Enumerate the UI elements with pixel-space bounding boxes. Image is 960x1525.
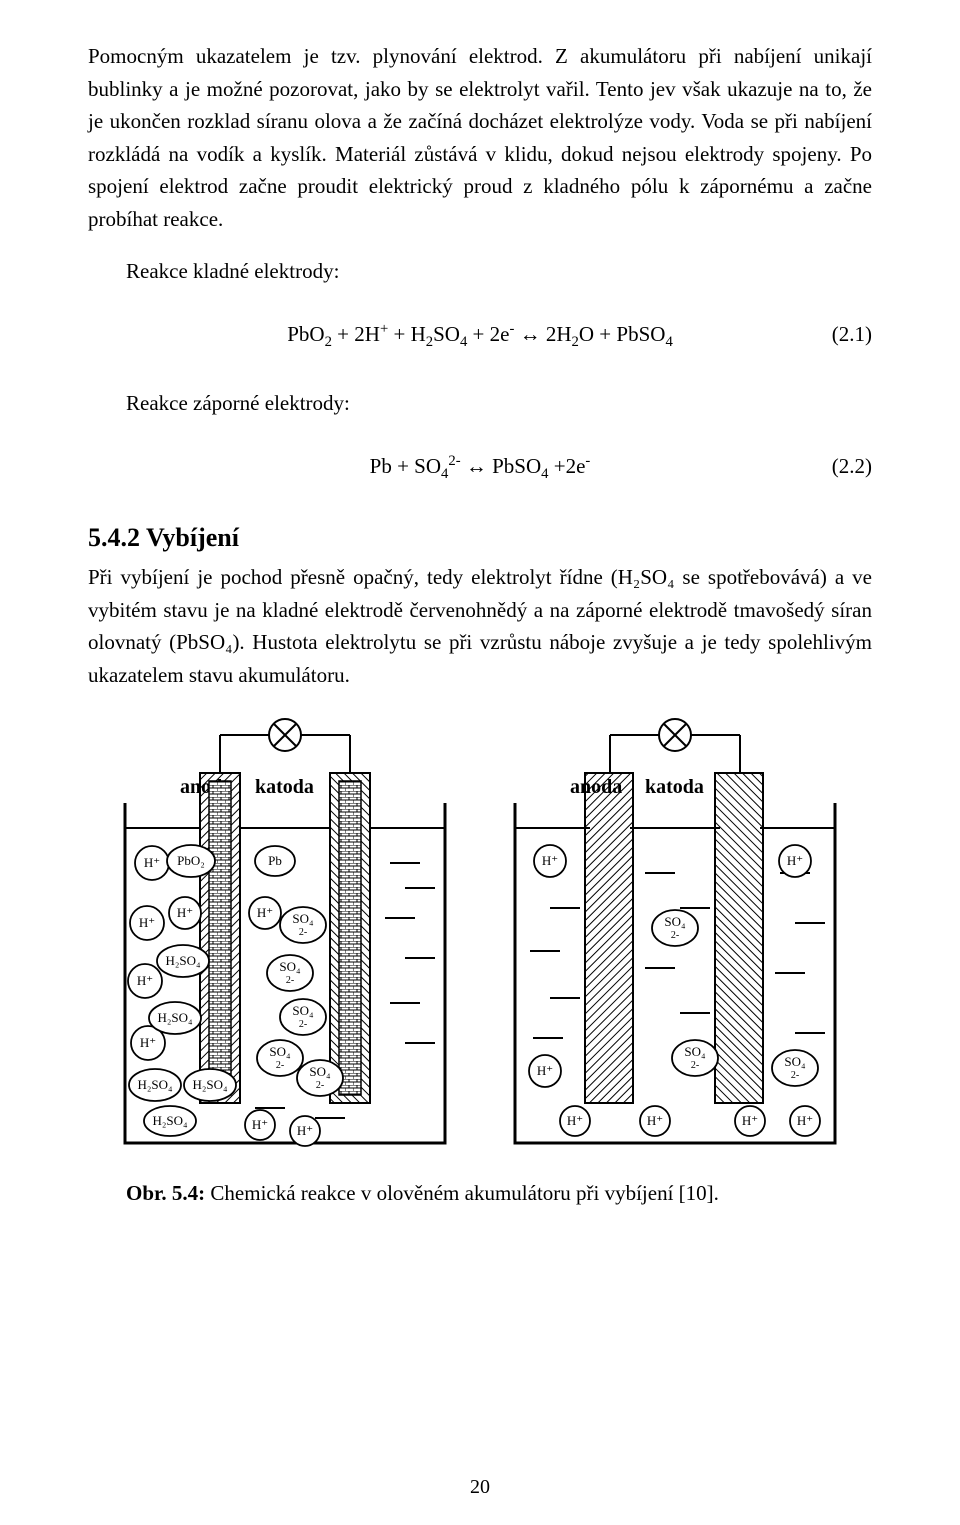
svg-text:Pb: Pb (268, 853, 282, 868)
discharge-paragraph: Při vybíjení je pochod přesně opačný, te… (88, 561, 872, 691)
svg-text:SO₄: SO₄ (684, 1044, 706, 1059)
svg-text:H₂SO₄: H₂SO₄ (192, 1077, 228, 1092)
svg-text:H⁺: H⁺ (140, 1035, 156, 1050)
figure-5-4: anoda katoda H⁺ H⁺ (88, 713, 872, 1153)
svg-text:H⁺: H⁺ (177, 905, 193, 920)
figure-caption-label: Obr. 5.4: (126, 1181, 205, 1205)
positive-electrode-label: Reakce kladné elektrody: (126, 259, 872, 284)
svg-text:H⁺: H⁺ (537, 1063, 553, 1078)
negative-electrode-label: Reakce záporné elektrody: (126, 391, 872, 416)
svg-text:H₂SO₄: H₂SO₄ (157, 1010, 193, 1025)
svg-text:H⁺: H⁺ (787, 853, 803, 868)
svg-text:2-: 2- (671, 930, 679, 941)
equation-2-1-number: (2.1) (832, 322, 872, 347)
svg-text:H₂SO₄: H₂SO₄ (137, 1077, 173, 1092)
figure-caption-text: Chemická reakce v olověném akumulátoru p… (205, 1181, 719, 1205)
svg-text:2-: 2- (299, 1019, 307, 1030)
svg-text:H⁺: H⁺ (647, 1113, 663, 1128)
svg-text:H⁺: H⁺ (139, 915, 155, 930)
svg-text:SO₄: SO₄ (784, 1054, 806, 1069)
figure-caption: Obr. 5.4: Chemická reakce v olověném aku… (126, 1181, 872, 1206)
svg-text:SO₄: SO₄ (269, 1044, 291, 1059)
svg-text:H⁺: H⁺ (257, 905, 273, 920)
svg-text:2-: 2- (276, 1060, 284, 1071)
figure-left-cell: anoda katoda H⁺ H⁺ (105, 713, 465, 1153)
svg-text:PbO₂: PbO₂ (177, 853, 205, 868)
svg-text:H⁺: H⁺ (567, 1113, 583, 1128)
svg-text:SO₄: SO₄ (292, 911, 314, 926)
svg-text:H₂SO₄: H₂SO₄ (152, 1113, 188, 1128)
equation-2-2-body: Pb + SO42- ↔ PbSO4 +2e- (88, 454, 872, 479)
equation-2-2-number: (2.2) (832, 454, 872, 479)
svg-text:H⁺: H⁺ (297, 1123, 313, 1138)
svg-text:SO₄: SO₄ (279, 959, 301, 974)
svg-text:SO₄: SO₄ (292, 1003, 314, 1018)
svg-text:SO₄: SO₄ (664, 914, 686, 929)
svg-text:H⁺: H⁺ (742, 1113, 758, 1128)
svg-text:H⁺: H⁺ (144, 855, 160, 870)
equation-2-1-body: PbO2 + 2H+ + H2SO4 + 2e- ↔ 2H2O + PbSO4 (88, 322, 872, 347)
svg-text:H₂SO₄: H₂SO₄ (165, 953, 201, 968)
svg-text:2-: 2- (299, 927, 307, 938)
svg-text:H⁺: H⁺ (542, 853, 558, 868)
section-number: 5.4.2 (88, 523, 140, 552)
svg-text:H⁺: H⁺ (797, 1113, 813, 1128)
section-heading: 5.4.2 Vybíjení (88, 523, 872, 553)
svg-text:2-: 2- (286, 975, 294, 986)
svg-text:katoda: katoda (645, 776, 704, 798)
svg-text:2-: 2- (316, 1080, 324, 1091)
svg-text:SO₄: SO₄ (309, 1064, 331, 1079)
equation-2-2: Pb + SO42- ↔ PbSO4 +2e- (2.2) (88, 454, 872, 479)
svg-text:H⁺: H⁺ (252, 1117, 268, 1132)
svg-text:2-: 2- (791, 1070, 799, 1081)
section-title: Vybíjení (146, 523, 239, 552)
svg-text:2-: 2- (691, 1060, 699, 1071)
page-number: 20 (0, 1476, 960, 1499)
equation-2-1: PbO2 + 2H+ + H2SO4 + 2e- ↔ 2H2O + PbSO4 … (88, 322, 872, 347)
intro-paragraph: Pomocným ukazatelem je tzv. plynování el… (88, 40, 872, 235)
figure-right-cell: anoda katoda (495, 713, 855, 1153)
svg-text:katoda: katoda (255, 776, 314, 798)
svg-text:H⁺: H⁺ (137, 973, 153, 988)
